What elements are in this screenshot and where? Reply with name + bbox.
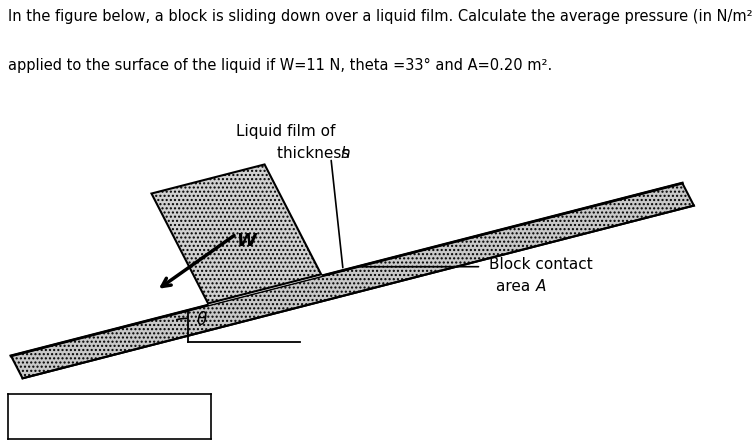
Polygon shape [208,274,322,305]
Text: area: area [496,280,535,294]
Text: W: W [237,232,256,250]
Text: h: h [341,147,350,161]
Text: A: A [535,280,546,294]
Text: thickness: thickness [277,147,354,161]
Polygon shape [11,183,694,378]
Text: Liquid film of: Liquid film of [236,124,335,139]
Text: θ: θ [197,311,207,329]
Text: In the figure below, a block is sliding down over a liquid film. Calculate the a: In the figure below, a block is sliding … [8,9,752,24]
Text: Block contact: Block contact [489,257,593,272]
Polygon shape [151,164,321,303]
Text: applied to the surface of the liquid if W=11 N, theta =33° and A=0.20 m².: applied to the surface of the liquid if … [8,58,552,73]
